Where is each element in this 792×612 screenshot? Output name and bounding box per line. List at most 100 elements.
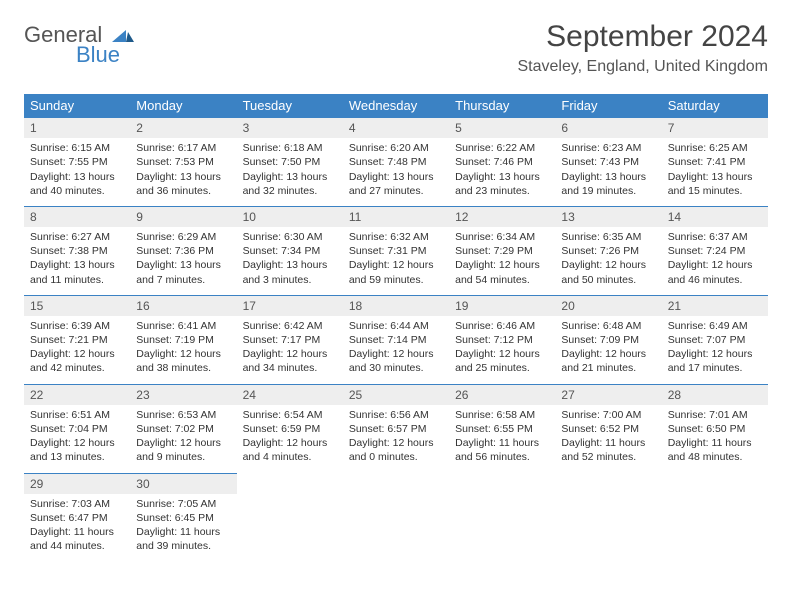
calendar-cell	[662, 473, 768, 561]
sunrise-text: Sunrise: 6:46 AM	[455, 319, 549, 333]
day-number: 23	[130, 385, 236, 405]
day-body: Sunrise: 6:23 AMSunset: 7:43 PMDaylight:…	[555, 138, 661, 206]
month-title: September 2024	[517, 20, 768, 54]
sunset-text: Sunset: 7:41 PM	[668, 155, 762, 169]
day-body: Sunrise: 7:03 AMSunset: 6:47 PMDaylight:…	[24, 494, 130, 562]
daylight-text: Daylight: 11 hours and 44 minutes.	[30, 525, 124, 553]
calendar-cell: 30Sunrise: 7:05 AMSunset: 6:45 PMDayligh…	[130, 473, 236, 561]
day-body: Sunrise: 6:25 AMSunset: 7:41 PMDaylight:…	[662, 138, 768, 206]
calendar-cell: 10Sunrise: 6:30 AMSunset: 7:34 PMDayligh…	[237, 206, 343, 295]
sunset-text: Sunset: 7:55 PM	[30, 155, 124, 169]
daylight-text: Daylight: 13 hours and 27 minutes.	[349, 170, 443, 198]
sunrise-text: Sunrise: 6:34 AM	[455, 230, 549, 244]
daylight-text: Daylight: 13 hours and 3 minutes.	[243, 258, 337, 286]
col-friday: Friday	[555, 94, 661, 118]
calendar-row: 22Sunrise: 6:51 AMSunset: 7:04 PMDayligh…	[24, 384, 768, 473]
sunrise-text: Sunrise: 6:37 AM	[668, 230, 762, 244]
sunrise-text: Sunrise: 6:30 AM	[243, 230, 337, 244]
day-body: Sunrise: 6:39 AMSunset: 7:21 PMDaylight:…	[24, 316, 130, 384]
day-body: Sunrise: 6:27 AMSunset: 7:38 PMDaylight:…	[24, 227, 130, 295]
sunset-text: Sunset: 7:14 PM	[349, 333, 443, 347]
daylight-text: Daylight: 12 hours and 50 minutes.	[561, 258, 655, 286]
sunset-text: Sunset: 6:45 PM	[136, 511, 230, 525]
day-number: 26	[449, 385, 555, 405]
calendar-cell: 21Sunrise: 6:49 AMSunset: 7:07 PMDayligh…	[662, 295, 768, 384]
calendar-cell: 18Sunrise: 6:44 AMSunset: 7:14 PMDayligh…	[343, 295, 449, 384]
page-header: General Blue September 2024 Staveley, En…	[24, 20, 768, 76]
sunrise-text: Sunrise: 6:15 AM	[30, 141, 124, 155]
calendar-cell	[555, 473, 661, 561]
calendar-cell: 28Sunrise: 7:01 AMSunset: 6:50 PMDayligh…	[662, 384, 768, 473]
col-thursday: Thursday	[449, 94, 555, 118]
calendar-cell: 11Sunrise: 6:32 AMSunset: 7:31 PMDayligh…	[343, 206, 449, 295]
daylight-text: Daylight: 12 hours and 59 minutes.	[349, 258, 443, 286]
daylight-text: Daylight: 11 hours and 52 minutes.	[561, 436, 655, 464]
day-number: 13	[555, 207, 661, 227]
calendar-row: 15Sunrise: 6:39 AMSunset: 7:21 PMDayligh…	[24, 295, 768, 384]
day-number: 28	[662, 385, 768, 405]
sunrise-text: Sunrise: 6:25 AM	[668, 141, 762, 155]
calendar-cell: 7Sunrise: 6:25 AMSunset: 7:41 PMDaylight…	[662, 118, 768, 207]
day-number: 6	[555, 118, 661, 138]
sunrise-text: Sunrise: 6:56 AM	[349, 408, 443, 422]
day-body: Sunrise: 6:15 AMSunset: 7:55 PMDaylight:…	[24, 138, 130, 206]
sunset-text: Sunset: 7:34 PM	[243, 244, 337, 258]
calendar-cell: 2Sunrise: 6:17 AMSunset: 7:53 PMDaylight…	[130, 118, 236, 207]
sunset-text: Sunset: 7:50 PM	[243, 155, 337, 169]
daylight-text: Daylight: 13 hours and 36 minutes.	[136, 170, 230, 198]
day-number: 14	[662, 207, 768, 227]
day-number: 15	[24, 296, 130, 316]
sunrise-text: Sunrise: 7:00 AM	[561, 408, 655, 422]
day-body: Sunrise: 6:56 AMSunset: 6:57 PMDaylight:…	[343, 405, 449, 473]
daylight-text: Daylight: 12 hours and 38 minutes.	[136, 347, 230, 375]
day-number: 30	[130, 474, 236, 494]
sunset-text: Sunset: 6:57 PM	[349, 422, 443, 436]
daylight-text: Daylight: 13 hours and 11 minutes.	[30, 258, 124, 286]
brand-logo: General Blue	[24, 24, 134, 66]
day-number: 12	[449, 207, 555, 227]
daylight-text: Daylight: 13 hours and 7 minutes.	[136, 258, 230, 286]
daylight-text: Daylight: 12 hours and 9 minutes.	[136, 436, 230, 464]
day-body: Sunrise: 6:49 AMSunset: 7:07 PMDaylight:…	[662, 316, 768, 384]
sunset-text: Sunset: 7:07 PM	[668, 333, 762, 347]
brand-right: Blue	[76, 44, 134, 66]
sunset-text: Sunset: 7:53 PM	[136, 155, 230, 169]
day-body: Sunrise: 6:42 AMSunset: 7:17 PMDaylight:…	[237, 316, 343, 384]
day-number: 4	[343, 118, 449, 138]
day-body: Sunrise: 6:30 AMSunset: 7:34 PMDaylight:…	[237, 227, 343, 295]
daylight-text: Daylight: 13 hours and 32 minutes.	[243, 170, 337, 198]
calendar-row: 1Sunrise: 6:15 AMSunset: 7:55 PMDaylight…	[24, 118, 768, 207]
day-body: Sunrise: 6:18 AMSunset: 7:50 PMDaylight:…	[237, 138, 343, 206]
day-number: 16	[130, 296, 236, 316]
day-number: 27	[555, 385, 661, 405]
calendar-cell: 13Sunrise: 6:35 AMSunset: 7:26 PMDayligh…	[555, 206, 661, 295]
daylight-text: Daylight: 12 hours and 13 minutes.	[30, 436, 124, 464]
sunrise-text: Sunrise: 6:41 AM	[136, 319, 230, 333]
day-number: 20	[555, 296, 661, 316]
calendar-cell: 26Sunrise: 6:58 AMSunset: 6:55 PMDayligh…	[449, 384, 555, 473]
sunrise-text: Sunrise: 6:49 AM	[668, 319, 762, 333]
sunset-text: Sunset: 6:50 PM	[668, 422, 762, 436]
day-body: Sunrise: 6:46 AMSunset: 7:12 PMDaylight:…	[449, 316, 555, 384]
sunset-text: Sunset: 7:26 PM	[561, 244, 655, 258]
calendar-cell: 14Sunrise: 6:37 AMSunset: 7:24 PMDayligh…	[662, 206, 768, 295]
calendar-cell: 4Sunrise: 6:20 AMSunset: 7:48 PMDaylight…	[343, 118, 449, 207]
calendar-row: 8Sunrise: 6:27 AMSunset: 7:38 PMDaylight…	[24, 206, 768, 295]
calendar-cell	[237, 473, 343, 561]
day-body: Sunrise: 6:20 AMSunset: 7:48 PMDaylight:…	[343, 138, 449, 206]
sunrise-text: Sunrise: 6:32 AM	[349, 230, 443, 244]
day-body: Sunrise: 7:05 AMSunset: 6:45 PMDaylight:…	[130, 494, 236, 562]
calendar-cell: 19Sunrise: 6:46 AMSunset: 7:12 PMDayligh…	[449, 295, 555, 384]
day-body: Sunrise: 6:58 AMSunset: 6:55 PMDaylight:…	[449, 405, 555, 473]
sunset-text: Sunset: 7:17 PM	[243, 333, 337, 347]
col-monday: Monday	[130, 94, 236, 118]
day-body: Sunrise: 6:54 AMSunset: 6:59 PMDaylight:…	[237, 405, 343, 473]
sunrise-text: Sunrise: 7:03 AM	[30, 497, 124, 511]
day-body: Sunrise: 6:17 AMSunset: 7:53 PMDaylight:…	[130, 138, 236, 206]
day-number: 19	[449, 296, 555, 316]
sunset-text: Sunset: 6:59 PM	[243, 422, 337, 436]
day-body: Sunrise: 6:29 AMSunset: 7:36 PMDaylight:…	[130, 227, 236, 295]
sunrise-text: Sunrise: 6:18 AM	[243, 141, 337, 155]
daylight-text: Daylight: 13 hours and 40 minutes.	[30, 170, 124, 198]
daylight-text: Daylight: 12 hours and 4 minutes.	[243, 436, 337, 464]
